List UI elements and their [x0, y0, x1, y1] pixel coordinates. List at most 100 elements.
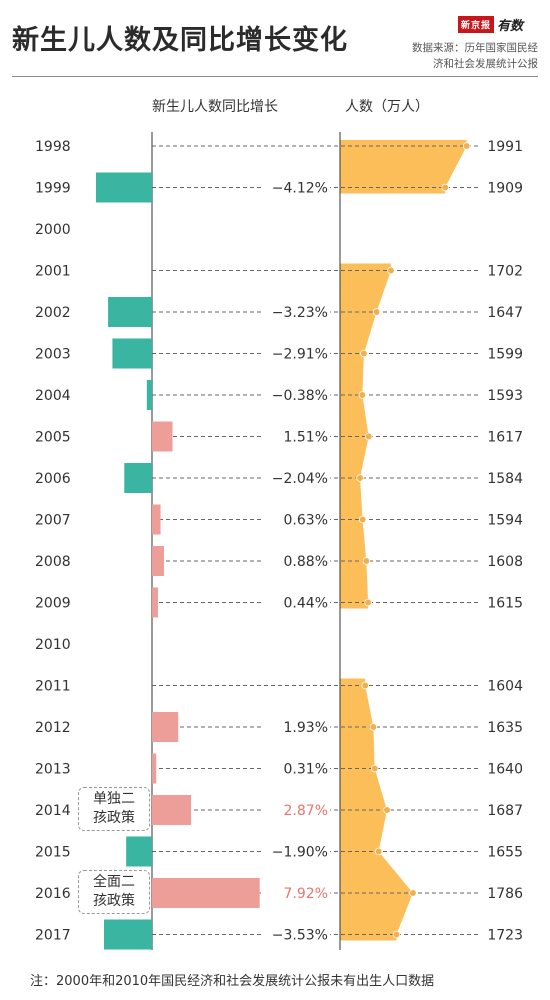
count-dot-2017: [392, 930, 401, 939]
count-label-1998: 1991: [487, 139, 523, 155]
count-label-2004: 1593: [487, 388, 523, 404]
count-label-2006: 1584: [487, 471, 523, 487]
growth-bar-2009: [152, 587, 158, 618]
growth-label-1999: −4.12%: [272, 181, 328, 197]
count-dot-1999: [441, 183, 449, 192]
count-label-2001: 1702: [487, 264, 523, 280]
growth-bar-1999: [95, 172, 152, 203]
growth-bar-2004: [146, 380, 152, 410]
growth-column-header: 新生儿人数同比增长: [152, 99, 278, 115]
count-dot-2002: [372, 308, 381, 316]
count-label-2002: 1647: [487, 305, 523, 321]
source-line-1: 数据来源：历年国家国民经: [412, 42, 538, 54]
year-label-2001: 2001: [35, 264, 71, 280]
chart-title: 新生儿人数及同比增长变化: [12, 25, 348, 56]
growth-bar-2017: [103, 919, 152, 950]
year-label-2009: 2009: [35, 596, 71, 612]
growth-bar-2016: [152, 878, 260, 908]
count-label-2014: 1687: [487, 803, 523, 819]
year-label-2003: 2003: [35, 347, 71, 363]
growth-label-2008: 0.88%: [284, 554, 328, 570]
growth-label-2015: −1.90%: [272, 845, 328, 861]
count-label-2012: 1635: [487, 720, 523, 736]
count-dot-2014: [383, 806, 391, 814]
year-label-2014: 2014: [35, 803, 71, 819]
count-dot-2003: [360, 349, 368, 358]
count-dot-2004: [358, 391, 367, 399]
year-label-2007: 2007: [35, 513, 71, 529]
policy-2016-line2: 孩政策: [93, 893, 135, 909]
growth-label-bg-2013: [264, 759, 330, 778]
brand-subtitle: 有数: [497, 18, 524, 34]
year-label-2000: 2000: [35, 222, 71, 238]
count-label-2011: 1604: [487, 679, 523, 695]
source-line-2: 济和社会发展统计公报: [433, 58, 538, 70]
growth-bar-2002: [108, 297, 152, 327]
growth-label-2016: 7.92%: [284, 886, 328, 902]
count-column-header: 人数（万人）: [345, 99, 429, 115]
count-dot-2007: [358, 515, 367, 524]
year-label-2015: 2015: [35, 845, 71, 861]
count-dot-2006: [356, 474, 364, 482]
count-label-1999: 1909: [487, 181, 523, 197]
year-label-1999: 1999: [35, 181, 71, 197]
count-dot-2009: [364, 598, 372, 607]
growth-bar-2008: [152, 546, 164, 576]
year-label-2005: 2005: [35, 430, 71, 446]
growth-label-2005: 1.51%: [284, 430, 328, 446]
count-dot-2005: [364, 432, 373, 441]
brand-mark: 新京报: [458, 15, 495, 33]
growth-label-2009: 0.44%: [284, 596, 328, 612]
growth-label-bg-2009: [264, 593, 330, 612]
growth-label-2017: −3.53%: [272, 928, 328, 944]
count-dot-2012: [369, 723, 378, 731]
growth-label-bg-2006: [264, 469, 330, 487]
count-label-2016: 1786: [487, 886, 523, 902]
growth-label-bg-2015: [264, 842, 330, 861]
growth-label-bg-2016: [264, 884, 330, 902]
growth-label-2013: 0.31%: [284, 762, 328, 778]
count-label-2013: 1640: [487, 762, 523, 778]
count-label-2015: 1655: [487, 845, 523, 861]
year-label-2012: 2012: [35, 720, 71, 736]
policy-2014-line2: 孩政策: [93, 810, 135, 826]
growth-label-bg-1999: [264, 178, 330, 197]
growth-label-2003: −2.91%: [272, 347, 328, 363]
year-label-2011: 2011: [35, 679, 71, 695]
growth-bar-2014: [152, 795, 192, 825]
growth-label-bg-2008: [264, 552, 330, 570]
year-label-2004: 2004: [35, 388, 71, 404]
footnote: 注：2000年和2010年国民经济和社会发展统计公报未有出生人口数据: [30, 974, 435, 989]
count-label-2003: 1599: [487, 347, 523, 363]
growth-label-bg-2007: [264, 510, 330, 529]
growth-bar-2012: [152, 712, 179, 742]
policy-2016-line1: 全面二: [93, 874, 135, 890]
growth-label-bg-2017: [264, 925, 330, 944]
growth-bar-2005: [152, 421, 173, 452]
count-dot-1998: [462, 142, 471, 150]
count-label-2007: 1594: [487, 513, 523, 529]
year-label-2013: 2013: [35, 762, 71, 778]
year-label-2006: 2006: [35, 471, 71, 487]
growth-bar-2007: [152, 504, 161, 535]
year-label-2010: 2010: [35, 637, 71, 653]
growth-bar-2015: [126, 836, 152, 867]
growth-label-bg-2014: [264, 801, 330, 819]
count-label-2009: 1615: [487, 596, 523, 612]
growth-label-2014: 2.87%: [284, 803, 328, 819]
count-dot-2013: [370, 764, 379, 773]
year-label-2002: 2002: [35, 305, 71, 321]
growth-label-2004: −0.38%: [272, 388, 328, 404]
growth-label-2007: 0.63%: [284, 513, 328, 529]
growth-bar-2003: [112, 338, 152, 369]
growth-label-bg-2003: [264, 344, 330, 363]
growth-label-bg-2012: [264, 718, 330, 736]
policy-annotation-2016: 全面二 孩政策: [78, 870, 150, 914]
brand-logo: 新京报 有数: [458, 14, 540, 34]
count-dot-2008: [362, 557, 371, 565]
growth-label-2012: 1.93%: [284, 720, 328, 736]
count-dot-2001: [387, 266, 395, 275]
growth-label-bg-2005: [264, 427, 330, 446]
count-label-2005: 1617: [487, 430, 523, 446]
